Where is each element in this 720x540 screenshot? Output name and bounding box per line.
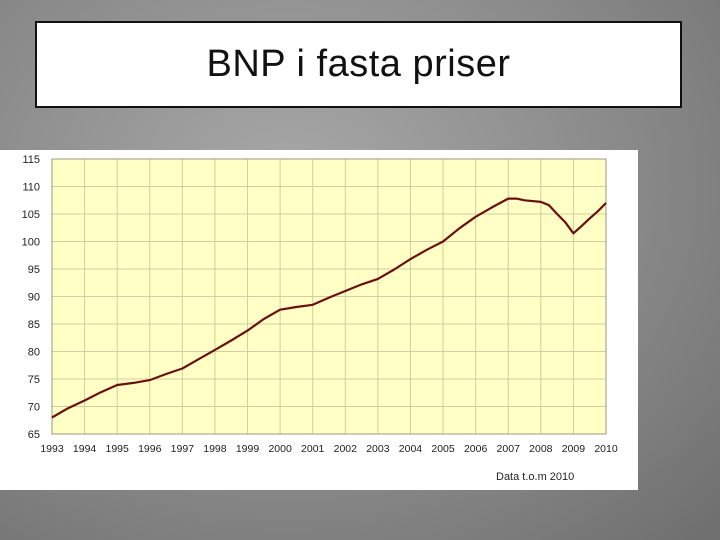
x-tick-label: 1995 [105, 443, 129, 455]
x-tick-label: 2004 [399, 443, 423, 455]
x-tick-label: 1996 [138, 443, 162, 455]
data-note: Data t.o.m 2010 [496, 471, 574, 483]
y-tick-label: 110 [22, 182, 40, 194]
y-tick-label: 100 [22, 237, 40, 249]
y-tick-label: 80 [28, 347, 40, 359]
y-tick-label: 85 [28, 319, 40, 331]
x-tick-label: 2002 [334, 443, 358, 455]
y-tick-label: 95 [28, 264, 40, 276]
x-tick-label: 2003 [366, 443, 390, 455]
x-tick-label: 1997 [171, 443, 195, 455]
x-tick-label: 2001 [301, 443, 325, 455]
x-tick-label: 2006 [464, 443, 488, 455]
y-tick-label: 115 [22, 154, 40, 166]
gdp-series-line [51, 197, 607, 419]
x-tick-label: 2005 [431, 443, 455, 455]
x-tick-label: 1993 [40, 443, 64, 455]
slide-title: BNP i fasta priser [206, 43, 511, 85]
plot-frame [51, 158, 607, 435]
x-tick-label: 1998 [203, 443, 227, 455]
y-tick-label: 65 [28, 429, 40, 441]
x-tick-label: 1999 [236, 443, 260, 455]
y-axis-ticks: 65 70 75 80 85 90 95 100 105 110 115 [22, 154, 40, 441]
x-tick-label: 2010 [594, 443, 618, 455]
x-tick-label: 2000 [268, 443, 292, 455]
x-axis-ticks: 1993 1994 1995 1996 1997 1998 1999 2000 2001 2002… [40, 443, 618, 455]
y-tick-label: 75 [28, 374, 40, 386]
y-tick-label: 90 [28, 292, 40, 304]
x-tick-label: 1994 [73, 443, 97, 455]
y-tick-label: 105 [22, 209, 40, 221]
x-tick-label: 2009 [562, 443, 586, 455]
x-tick-label: 2008 [529, 443, 553, 455]
y-tick-label: 70 [28, 402, 40, 414]
gdp-chart: 65 70 75 80 85 90 95 100 105 110 115 1993 1994 1995 1… [0, 150, 638, 490]
x-tick-label: 2007 [497, 443, 521, 455]
slide-title-box: BNP i fasta priser [35, 21, 682, 108]
